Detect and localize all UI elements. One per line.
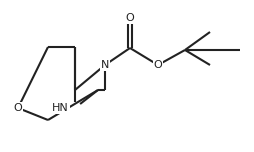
Text: O: O xyxy=(14,103,22,113)
Text: O: O xyxy=(126,13,134,23)
Text: N: N xyxy=(101,60,109,70)
Text: O: O xyxy=(154,60,162,70)
Text: HN: HN xyxy=(52,103,69,113)
